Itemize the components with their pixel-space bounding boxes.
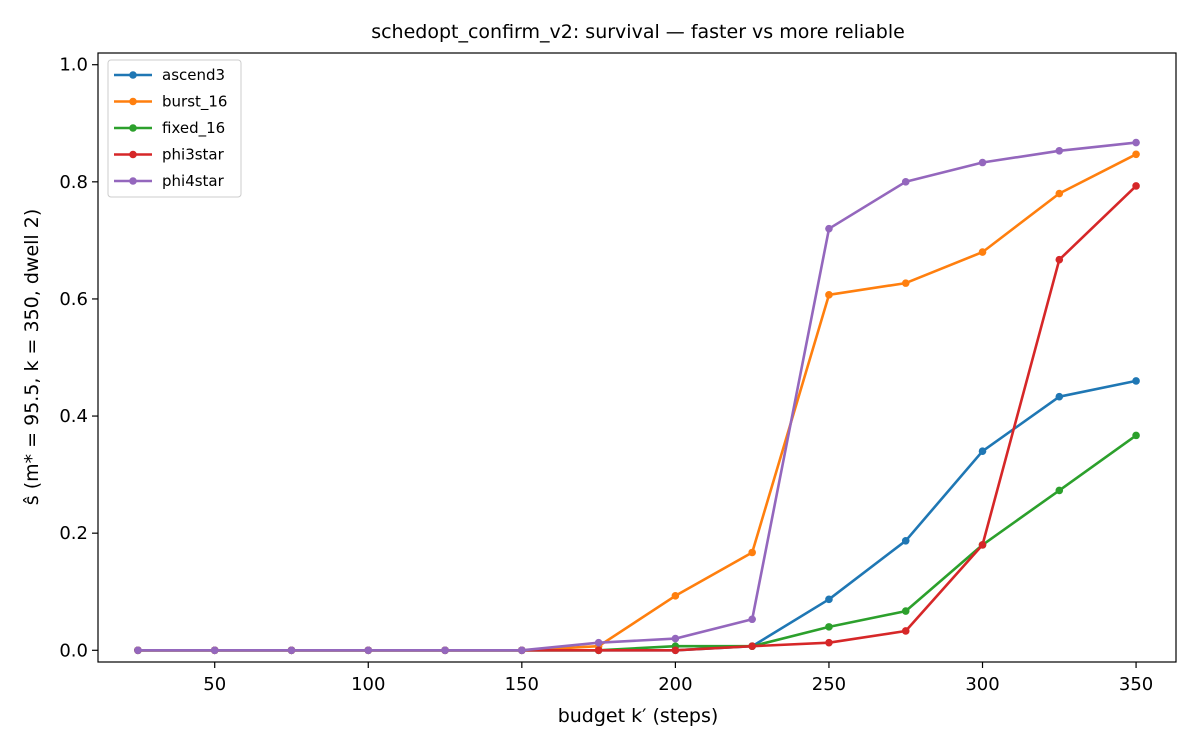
x-tick-label: 300 bbox=[965, 674, 999, 695]
data-point bbox=[671, 634, 680, 643]
data-point bbox=[901, 627, 910, 635]
x-tick-label: 100 bbox=[351, 674, 385, 695]
y-tick-label: 1.0 bbox=[59, 55, 88, 76]
data-point bbox=[748, 642, 756, 650]
series-line bbox=[137, 434, 1137, 652]
plot-area bbox=[134, 138, 1140, 655]
x-axis: 50 100 150 200 250 300 350 bbox=[203, 662, 1153, 695]
data-point bbox=[901, 279, 910, 287]
chart-title: schedopt_confirm_v2: survival — faster v… bbox=[371, 21, 905, 43]
y-tick-label: 0.0 bbox=[59, 640, 88, 661]
series-line bbox=[137, 379, 1137, 652]
legend-item: phi4star bbox=[114, 172, 225, 190]
series-line bbox=[137, 141, 1137, 652]
x-axis-label: budget k′ (steps) bbox=[558, 705, 719, 727]
data-point bbox=[978, 447, 987, 455]
data-point bbox=[594, 638, 603, 647]
data-point bbox=[1132, 138, 1140, 147]
data-point bbox=[1132, 431, 1140, 440]
data-point bbox=[1132, 150, 1140, 159]
data-point bbox=[210, 646, 219, 655]
data-point bbox=[134, 646, 142, 655]
data-point bbox=[748, 615, 756, 624]
legend-item: burst_16 bbox=[114, 93, 227, 112]
data-point bbox=[1055, 255, 1064, 264]
legend-item: fixed_16 bbox=[114, 119, 225, 138]
legend-marker bbox=[129, 177, 137, 185]
y-tick-label: 0.8 bbox=[59, 172, 88, 193]
legend-marker bbox=[129, 71, 137, 79]
x-tick-label: 250 bbox=[812, 674, 846, 695]
data-point bbox=[978, 248, 987, 256]
data-point bbox=[825, 595, 833, 604]
legend-label: burst_16 bbox=[162, 93, 227, 112]
data-point bbox=[671, 592, 680, 600]
data-point bbox=[1055, 189, 1064, 198]
y-tick-label: 0.4 bbox=[59, 406, 88, 427]
legend-box bbox=[107, 59, 242, 198]
data-point bbox=[978, 541, 987, 549]
data-point bbox=[1055, 392, 1064, 401]
series-ascend3 bbox=[134, 377, 1140, 655]
data-point bbox=[671, 646, 680, 655]
legend-marker bbox=[129, 97, 137, 106]
series-phi4star bbox=[134, 138, 1140, 655]
data-point bbox=[1132, 377, 1140, 385]
data-point bbox=[1055, 486, 1064, 495]
legend-label: fixed_16 bbox=[162, 119, 225, 138]
plot-frame bbox=[97, 52, 1177, 663]
data-point bbox=[825, 623, 833, 631]
legend-label: phi4star bbox=[162, 172, 225, 190]
data-point bbox=[364, 646, 373, 655]
x-tick-label: 50 bbox=[203, 674, 226, 695]
data-point bbox=[825, 638, 833, 647]
data-point bbox=[901, 178, 910, 186]
data-point bbox=[441, 646, 449, 655]
legend-item: phi3star bbox=[114, 146, 225, 164]
series-line bbox=[137, 153, 1137, 652]
x-tick-label: 200 bbox=[658, 674, 692, 695]
data-point bbox=[901, 536, 910, 545]
y-tick-label: 0.2 bbox=[59, 523, 88, 544]
data-point bbox=[901, 607, 910, 615]
data-point bbox=[1132, 182, 1140, 190]
data-point bbox=[748, 548, 756, 557]
data-point bbox=[594, 646, 603, 655]
x-tick-label: 150 bbox=[505, 674, 539, 695]
series-phi3star bbox=[134, 182, 1140, 655]
legend-marker bbox=[129, 124, 137, 132]
data-point bbox=[825, 224, 833, 233]
legend-marker bbox=[129, 150, 137, 159]
x-tick-label: 350 bbox=[1119, 674, 1153, 695]
data-point bbox=[518, 646, 526, 655]
legend-label: phi3star bbox=[162, 146, 225, 164]
data-point bbox=[978, 158, 987, 167]
y-axis: 0.0 0.2 0.4 0.6 0.8 1.0 bbox=[59, 55, 98, 661]
data-point bbox=[825, 291, 833, 299]
y-tick-label: 0.6 bbox=[59, 289, 88, 310]
y-axis-label: ŝ (m* = 95.5, k = 350, dwell 2) bbox=[21, 209, 43, 505]
data-point bbox=[287, 646, 296, 655]
legend-item: ascend3 bbox=[114, 66, 225, 84]
data-point bbox=[1055, 146, 1064, 155]
legend-label: ascend3 bbox=[162, 66, 225, 84]
series-burst_16 bbox=[134, 150, 1140, 655]
legend: ascend3 burst_16 fixed_16 phi3star phi4star bbox=[107, 59, 242, 198]
series-line bbox=[137, 184, 1138, 652]
